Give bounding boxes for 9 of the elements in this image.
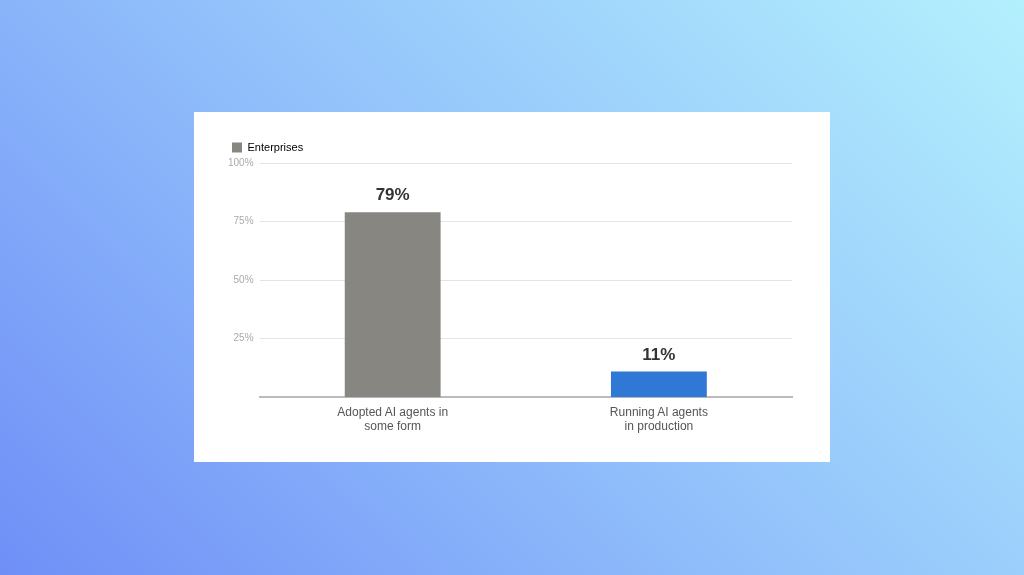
y-tick-label: 100% [228, 156, 254, 168]
data-label: 11% [642, 344, 676, 364]
x-tick-label: Adopted AI agents in some form [337, 404, 449, 434]
y-tick-label: 50% [233, 273, 254, 285]
y-tick-label: 75% [233, 215, 254, 227]
x-tick-label: Running AI agents in production [609, 404, 708, 434]
legend-label: Enterprises [247, 140, 304, 153]
y-tick-label: 25% [233, 332, 254, 344]
data-label: 79% [375, 185, 410, 205]
